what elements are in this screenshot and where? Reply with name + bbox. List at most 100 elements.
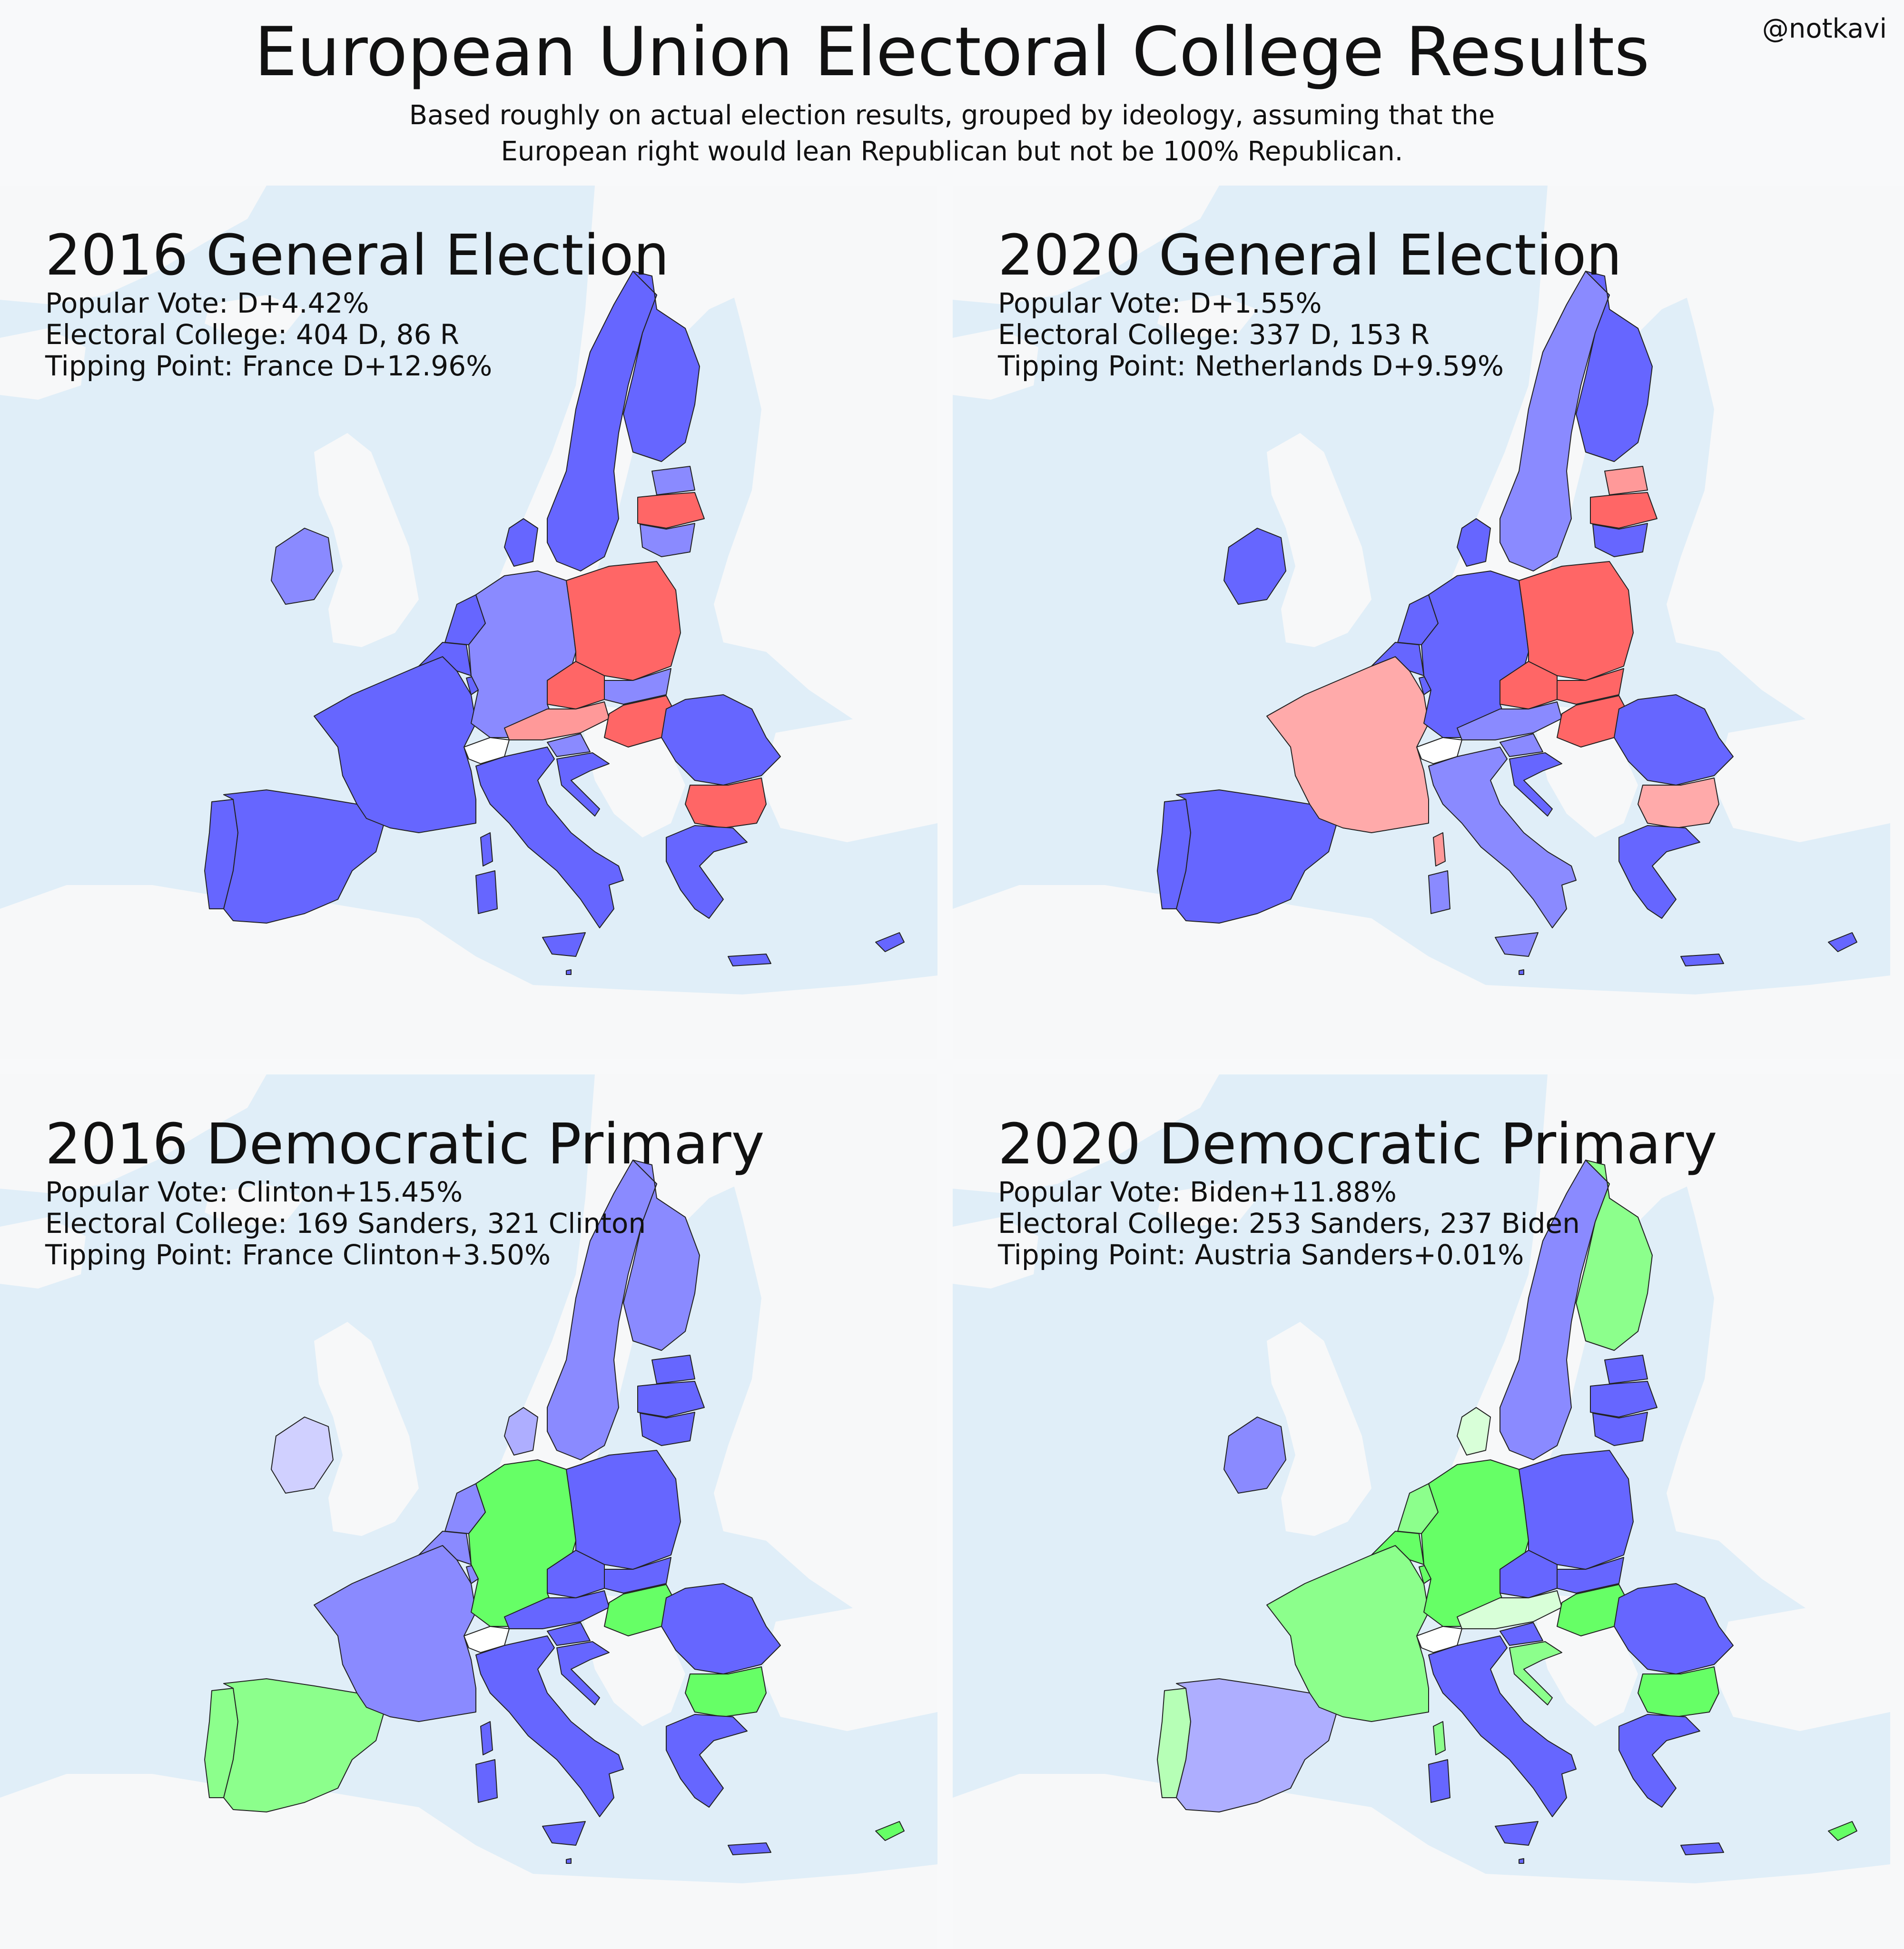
ireland <box>1223 1417 1286 1494</box>
latvia <box>637 492 705 529</box>
page-title: European Union Electoral College Results <box>254 13 1650 91</box>
canada-island-land <box>0 328 86 400</box>
norway-land <box>495 186 937 666</box>
panel-title: 2020 General Election <box>998 222 1622 288</box>
non-eu-land <box>953 186 1890 1059</box>
greenland-land <box>953 186 1219 305</box>
corsica <box>480 1721 493 1755</box>
subtitle-line-1: Based roughly on actual election results… <box>409 100 1495 131</box>
malta <box>566 969 572 975</box>
russia-east-land <box>714 186 937 747</box>
panel-text: 2020 Democratic Primary Popular Vote: Bi… <box>998 1112 1717 1270</box>
corsica <box>1433 1721 1446 1755</box>
norway-land <box>1448 186 1890 666</box>
greenland-land <box>0 1074 266 1193</box>
crete <box>728 954 771 966</box>
subtitle-line-2: European right would lean Republican but… <box>501 136 1403 167</box>
ireland <box>1223 528 1286 605</box>
spain <box>223 1678 386 1812</box>
estonia <box>1604 466 1648 495</box>
estonia <box>651 466 695 495</box>
lithuania <box>640 523 695 557</box>
romania <box>661 694 781 786</box>
slovakia <box>1557 1557 1624 1594</box>
panel-text: 2016 Democratic Primary Popular Vote: Cl… <box>45 1112 765 1270</box>
non-eu-land <box>0 186 937 1059</box>
malta <box>566 1858 572 1864</box>
sardinia <box>1428 1759 1450 1803</box>
slovenia <box>1500 733 1543 757</box>
canada-island-land <box>0 1217 86 1289</box>
subtitle: Based roughly on actual election results… <box>0 98 1904 170</box>
uk-land <box>314 1322 419 1536</box>
ireland <box>271 528 334 605</box>
tipping-point: Tipping Point: France Clinton+3.50% <box>45 1239 551 1271</box>
poland <box>1519 1450 1634 1570</box>
iceland-land <box>1157 295 1257 338</box>
slovenia <box>547 733 591 757</box>
africa-land <box>953 885 1890 1059</box>
greece <box>666 1714 748 1808</box>
norway-land <box>1448 1074 1890 1555</box>
sweden <box>547 1160 657 1460</box>
author-handle: @notkavi <box>1762 13 1887 44</box>
italy <box>1428 1635 1577 1817</box>
corsica <box>1433 832 1446 866</box>
greece <box>1618 825 1700 919</box>
uk-land <box>314 433 419 647</box>
russia-east-land <box>1667 1074 1890 1636</box>
sardinia <box>475 1759 498 1803</box>
crete <box>1680 954 1724 966</box>
eu-countries <box>1157 1160 1857 1864</box>
spain <box>1176 1678 1339 1812</box>
iceland-land <box>205 295 305 338</box>
latvia <box>1590 1381 1657 1417</box>
lithuania <box>1592 523 1648 557</box>
corsica <box>480 832 493 866</box>
norway-land <box>495 1074 937 1555</box>
eu-countries <box>204 271 905 975</box>
slovakia <box>1557 668 1624 705</box>
panel-text: 2020 General Election Popular Vote: D+1.… <box>998 223 1622 382</box>
romania <box>661 1583 781 1674</box>
bulgaria <box>1638 778 1719 828</box>
tipping-point: Tipping Point: Austria Sanders+0.01% <box>998 1239 1524 1271</box>
italy <box>475 1635 624 1817</box>
sardinia <box>475 870 498 914</box>
denmark <box>504 1407 538 1456</box>
panel-divider-horizontal <box>0 1059 1904 1074</box>
croatia <box>556 752 610 817</box>
tipping-point: Tipping Point: Netherlands D+9.59% <box>998 350 1504 382</box>
croatia <box>556 1641 610 1705</box>
tipping-point: Tipping Point: France D+12.96% <box>45 350 493 382</box>
malta <box>1519 1858 1524 1864</box>
denmark <box>504 518 538 567</box>
croatia <box>1509 1641 1562 1705</box>
header: European Union Electoral College Results… <box>0 0 1904 186</box>
sicily <box>542 932 586 957</box>
non-eu-land <box>953 1074 1890 1948</box>
greenland-land <box>0 186 266 305</box>
romania <box>1614 1583 1734 1674</box>
sicily <box>1495 1821 1539 1846</box>
cyprus <box>1828 932 1857 952</box>
slovenia <box>1500 1622 1543 1646</box>
panel-title: 2020 Democratic Primary <box>998 1111 1717 1177</box>
spain <box>1176 789 1339 924</box>
electoral-college: Electoral College: 253 Sanders, 237 Bide… <box>998 1207 1580 1240</box>
finland <box>623 271 700 462</box>
lithuania <box>640 1412 695 1446</box>
croatia <box>1509 752 1562 817</box>
cyprus <box>875 932 905 952</box>
spain <box>223 789 386 924</box>
bulgaria <box>685 1666 767 1717</box>
finland <box>1576 271 1653 462</box>
russia-east-land <box>714 1074 937 1636</box>
africa-land <box>0 885 937 1059</box>
electoral-college: Electoral College: 337 D, 153 R <box>998 318 1430 351</box>
canada-island-land <box>953 1217 1038 1289</box>
electoral-college: Electoral College: 169 Sanders, 321 Clin… <box>45 1207 646 1240</box>
latvia <box>1590 492 1657 529</box>
uk-land <box>1267 433 1371 647</box>
italy <box>475 747 624 928</box>
